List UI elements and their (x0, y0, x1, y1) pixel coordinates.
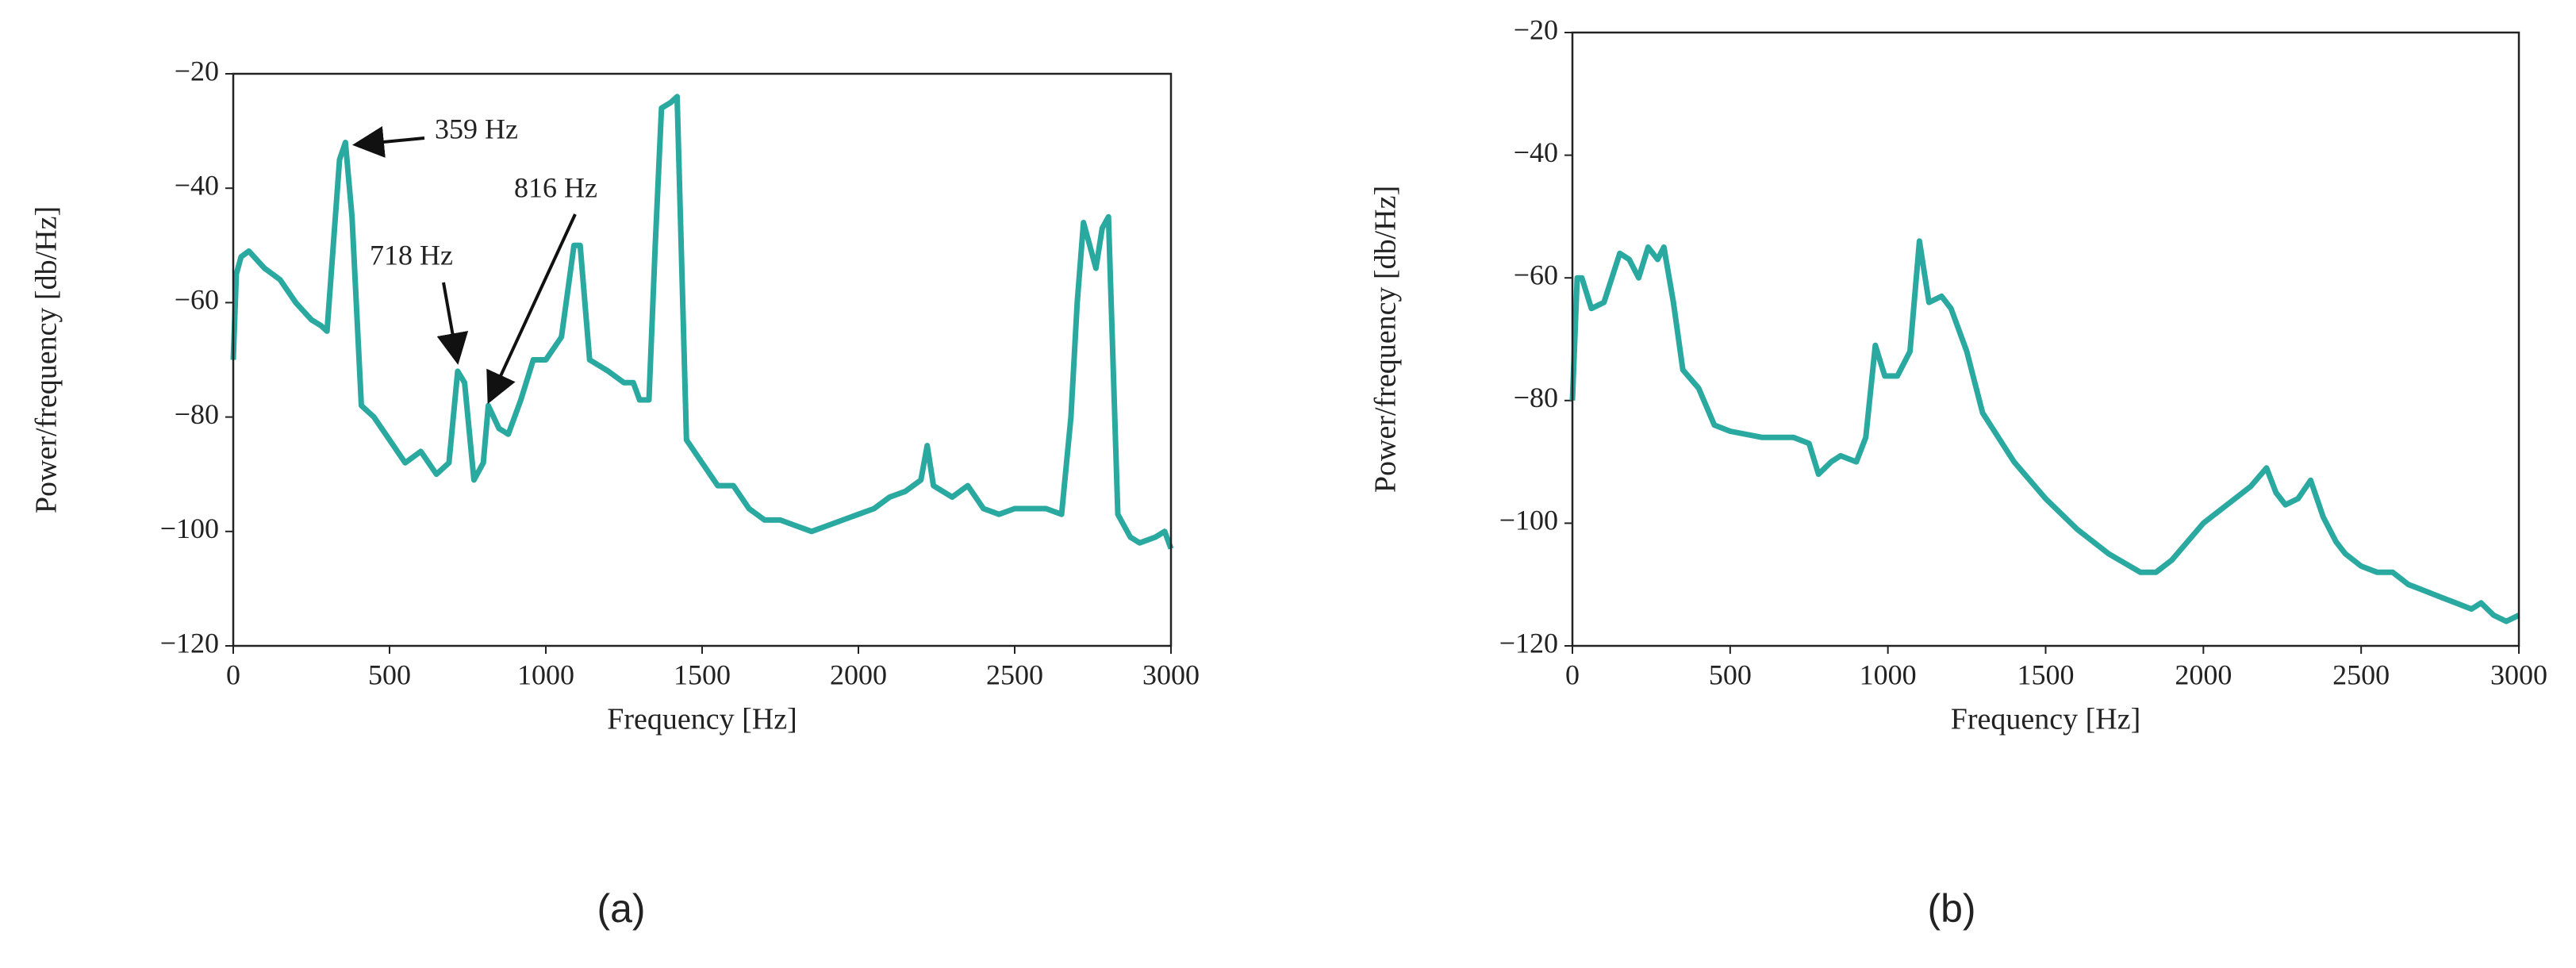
x-tick-label: 2500 (986, 659, 1043, 690)
x-axis-label: Frequency [Hz] (1951, 703, 2141, 736)
y-tick-label: −120 (1499, 627, 1558, 659)
annotation: 359 Hz (435, 113, 518, 144)
y-tick-label: −100 (160, 513, 219, 544)
y-tick-label: −100 (1499, 505, 1558, 536)
data-line (230, 94, 1174, 550)
x-tick-label: 1500 (2017, 659, 2075, 690)
annotation: 816 Hz (514, 171, 597, 203)
subplot-label: (b) (1927, 886, 1975, 931)
y-tick-label: −120 (160, 627, 219, 659)
data-line (1569, 238, 2520, 624)
x-tick-label: 1500 (674, 659, 731, 690)
plot-frame (232, 72, 1173, 647)
x-tick-label: 1000 (517, 659, 574, 690)
x-tick-label: 0 (226, 659, 240, 690)
plot-frame (1571, 31, 2520, 647)
x-tick-label: 0 (1565, 659, 1580, 690)
annotation-arrow (486, 213, 577, 405)
subplot-label: (a) (597, 886, 645, 931)
x-tick-label: 2000 (2175, 659, 2232, 690)
y-axis-label: Power/frequency [db/Hz] (1369, 186, 1403, 493)
x-tick-label: 2500 (2332, 659, 2390, 690)
y-tick-label: −40 (175, 169, 219, 201)
y-tick-label: −40 (1514, 136, 1558, 168)
y-tick-label: −20 (1514, 13, 1558, 45)
y-tick-label: −80 (175, 398, 219, 430)
x-tick-label: 2000 (830, 659, 887, 690)
x-tick-label: 500 (368, 659, 411, 690)
annotation-arrow (352, 126, 425, 158)
y-axis-label: Power/frequency [db/Hz] (30, 206, 63, 513)
x-tick-label: 500 (1709, 659, 1752, 690)
annotation-arrow (436, 282, 469, 365)
x-tick-label: 1000 (1860, 659, 1917, 690)
y-tick-label: −60 (1514, 259, 1558, 290)
y-tick-label: −20 (175, 55, 219, 86)
y-tick-label: −80 (1514, 382, 1558, 413)
x-tick-label: 3000 (2490, 659, 2547, 690)
x-tick-label: 3000 (1142, 659, 1200, 690)
y-tick-label: −60 (175, 284, 219, 316)
annotation: 718 Hz (370, 239, 453, 271)
x-axis-label: Frequency [Hz] (607, 703, 797, 736)
